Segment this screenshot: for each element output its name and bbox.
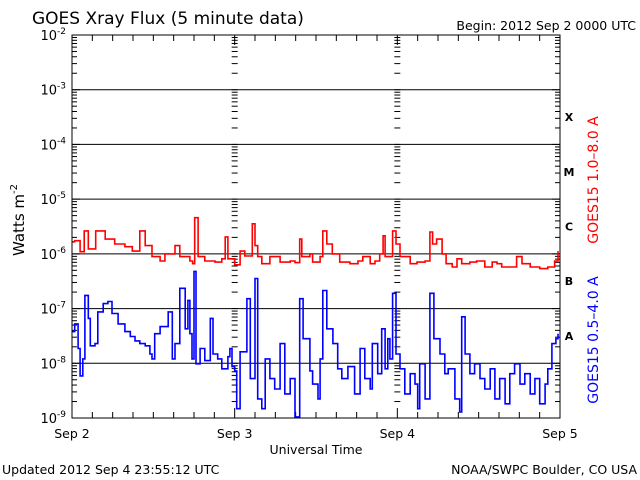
flare-class-labels: X M C B A [564, 111, 575, 343]
y-tick-base: 10 [40, 138, 57, 153]
series-layer [72, 216, 559, 418]
flare-class-b: B [565, 275, 573, 288]
y-tick-base: 10 [40, 193, 57, 208]
y-tick-base: 10 [40, 412, 57, 427]
y-tick-label: 10-6 [40, 246, 66, 263]
y-tick-exp: -2 [57, 27, 66, 37]
y-tick-exp: -9 [57, 410, 66, 420]
y-tick-label: 10-5 [40, 191, 66, 208]
y-tick-base: 10 [40, 357, 57, 372]
y-tick-label: 10-4 [40, 136, 66, 153]
flare-class-c: C [565, 221, 573, 234]
x-tick-label: Sep 2 [54, 426, 90, 441]
series-line-long [72, 216, 559, 270]
chart-title: GOES Xray Flux (5 minute data) [32, 9, 304, 29]
y-tick-exp: -6 [57, 246, 66, 256]
y-tick-base: 10 [40, 84, 57, 99]
legend-short-channel: GOES15 0.5–4.0 A [586, 276, 602, 404]
y-tick-exp: -3 [57, 82, 66, 92]
y-tick-labels: 10-210-310-410-510-610-710-810-9 [40, 27, 66, 427]
y-tick-label: 10-2 [40, 27, 66, 44]
legend-long-channel: GOES15 1.0–8.0 A [586, 116, 602, 244]
y-axis-label: Watts m-2 [9, 184, 28, 256]
y-tick-exp: -8 [57, 355, 66, 365]
axes [71, 35, 561, 419]
y-tick-exp: -4 [57, 136, 66, 146]
flare-class-a: A [565, 330, 574, 343]
y-tick-exp: -5 [57, 191, 66, 201]
y-axis-label-exp: -2 [9, 184, 20, 194]
x-tick-labels: Sep 2 Sep 3 Sep 4 Sep 5 [54, 426, 578, 441]
y-tick-label: 10-8 [40, 355, 66, 372]
y-tick-base: 10 [40, 29, 57, 44]
flare-class-x: X [565, 111, 574, 124]
x-axis-label: Universal Time [270, 442, 363, 457]
x-tick-label: Sep 3 [217, 426, 253, 441]
y-tick-label: 10-7 [40, 301, 66, 318]
begin-label: Begin: 2012 Sep 2 0000 UTC [456, 18, 636, 33]
x-tick-label: Sep 5 [542, 426, 578, 441]
footer-updated: Updated 2012 Sep 4 23:55:12 UTC [2, 462, 220, 477]
series-line-short [72, 270, 559, 418]
flare-class-m: M [564, 166, 575, 179]
footer-credit: NOAA/SWPC Boulder, CO USA [451, 462, 637, 477]
y-tick-base: 10 [40, 248, 57, 263]
y-tick-label: 10-9 [40, 410, 66, 427]
y-tick-base: 10 [40, 303, 57, 318]
y-axis-label-text: Watts m [10, 194, 28, 256]
y-tick-label: 10-3 [40, 82, 66, 99]
y-tick-exp: -7 [57, 301, 66, 311]
x-tick-label: Sep 4 [380, 426, 416, 441]
plot-frame [71, 34, 561, 419]
